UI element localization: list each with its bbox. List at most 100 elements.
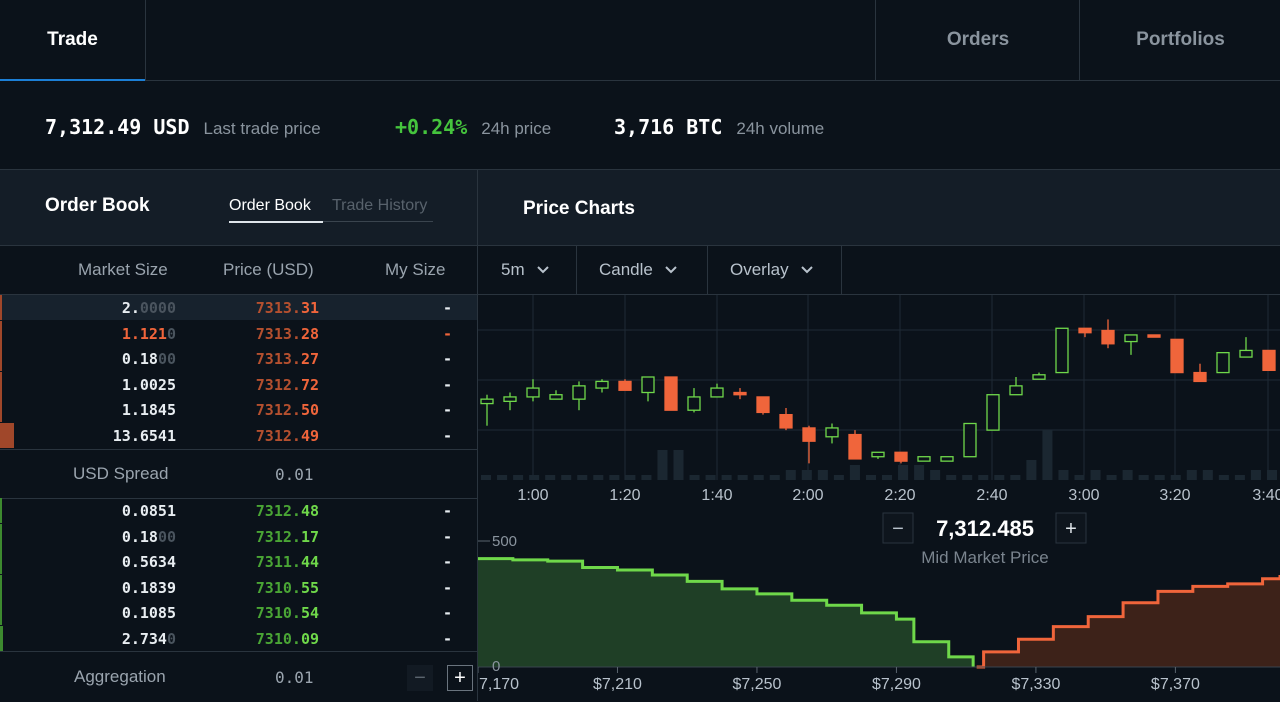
bid-row[interactable]: 0.1085 7310.54 - xyxy=(0,600,477,625)
bid-row[interactable]: 0.5634 7311.44 - xyxy=(0,549,477,574)
col-market-size: Market Size xyxy=(78,260,168,279)
volume-label: 24h volume xyxy=(736,119,825,138)
time-tick-label: 1:40 xyxy=(701,487,732,504)
volume-bar xyxy=(994,475,1005,480)
x-tick-label: $7,290 xyxy=(872,676,921,693)
order-size-value: 1.121 xyxy=(121,324,167,343)
aggregation-increase-button[interactable]: + xyxy=(447,665,473,691)
mid-price-increase-button[interactable] xyxy=(1055,512,1087,544)
mid-price-decrease-button[interactable] xyxy=(882,512,914,544)
volume-bar xyxy=(1042,430,1053,480)
order-price: 7312.49 xyxy=(256,427,319,445)
order-price-integer: 7310. xyxy=(255,604,301,622)
overlay-dropdown-label: Overlay xyxy=(730,260,789,279)
depth-chart[interactable]: 500 07,170 $7,210 $7,250 $7,290 $7,330 $7,370 −… xyxy=(478,511,1280,701)
candle-up xyxy=(1124,334,1138,343)
candle-up xyxy=(710,387,724,398)
volume-bar xyxy=(1154,475,1165,480)
ask-row[interactable]: 2.0000 7313.31 - xyxy=(0,295,477,320)
volume-bar xyxy=(865,475,876,480)
order-price-integer: 7313. xyxy=(255,350,301,368)
volume-bar xyxy=(593,475,604,480)
tab-orders-label: Orders xyxy=(946,29,1010,50)
order-size-trailing-zeros: 0 xyxy=(166,629,176,648)
spread-value: 0.01 xyxy=(275,465,314,484)
order-size-trailing-zeros: 00 xyxy=(157,350,176,368)
order-size: 1.0025 xyxy=(122,376,176,394)
aggregation-decrease-button[interactable]: − xyxy=(407,665,433,691)
volume-bar xyxy=(673,450,684,480)
order-size: 0.5634 xyxy=(122,553,176,571)
bid-row[interactable]: 0.1839 7310.55 - xyxy=(0,574,477,600)
x-tick-label: $7,330 xyxy=(1011,676,1060,693)
candle-down xyxy=(756,396,770,414)
chart-type-dropdown[interactable]: Candle xyxy=(577,246,708,294)
order-size-value: 2. xyxy=(121,299,140,317)
tab-trade[interactable]: Trade xyxy=(0,0,146,81)
candle-up xyxy=(1055,327,1069,374)
interval-dropdown[interactable]: 5m xyxy=(478,246,577,294)
ask-row[interactable]: 0.1800 7313.27 - xyxy=(0,346,477,371)
minus-icon: − xyxy=(892,518,904,540)
volume-bar xyxy=(721,475,732,480)
ask-row[interactable]: 1.0025 7312.72 - xyxy=(0,371,477,397)
order-size-value: 1.1845 xyxy=(121,401,176,419)
candlestick-chart[interactable]: 1:00 1:20 1:40 2:00 2:20 2:40 3:00 3:20 3:40 xyxy=(478,295,1280,510)
my-size: - xyxy=(443,578,453,597)
ask-row[interactable]: 1.1210 7313.28 - xyxy=(0,320,477,346)
order-price: 7312.50 xyxy=(256,401,319,419)
tab-portfolios[interactable]: Portfolios xyxy=(1079,0,1280,80)
ask-row[interactable]: 1.1845 7312.50 - xyxy=(0,397,477,422)
candle-up xyxy=(503,396,517,403)
candle-down xyxy=(618,380,632,391)
bid-depth-bar xyxy=(0,600,2,625)
tab-trade-history[interactable]: Trade History xyxy=(323,197,433,222)
price-charts-title: Price Charts xyxy=(523,198,635,219)
aggregation-value: 0.01 xyxy=(275,668,314,687)
order-size-value: 2.734 xyxy=(121,629,167,648)
order-price-decimal: 48 xyxy=(300,502,319,520)
volume-bar xyxy=(1250,470,1261,480)
volume-bar xyxy=(1186,470,1197,480)
asks-depth-area xyxy=(976,575,1280,667)
tab-order-book[interactable]: Order Book xyxy=(229,197,323,223)
volume-bar xyxy=(705,475,716,480)
my-size: - xyxy=(443,553,453,571)
bid-row[interactable]: 0.0851 7312.48 - xyxy=(0,498,477,523)
order-size: 0.1839 xyxy=(122,579,176,597)
volume-bar xyxy=(1234,475,1245,480)
order-price-decimal: 54 xyxy=(300,604,319,622)
volume-bar xyxy=(545,475,556,480)
order-price: 7312.48 xyxy=(256,502,319,520)
tab-orders[interactable]: Orders xyxy=(875,0,1080,80)
order-price: 7310.09 xyxy=(256,630,319,648)
order-price-integer: 7312. xyxy=(255,401,301,419)
time-tick-label: 2:20 xyxy=(884,487,915,504)
volume-bar xyxy=(609,475,620,480)
order-price-integer: 7313. xyxy=(255,324,301,343)
bid-row[interactable]: 0.1800 7312.17 - xyxy=(0,523,477,549)
order-size: 0.1800 xyxy=(122,528,176,546)
order-price-decimal: 31 xyxy=(300,299,319,317)
order-price: 7313.31 xyxy=(256,299,319,317)
ask-depth-bar xyxy=(0,295,2,320)
candle-up xyxy=(480,398,494,405)
volume-bar xyxy=(817,470,828,480)
candle-up xyxy=(871,451,885,458)
bids-depth-line xyxy=(478,557,975,667)
volume-bar xyxy=(1170,475,1181,480)
order-price: 7312.72 xyxy=(256,376,319,394)
my-size: - xyxy=(443,375,453,394)
volume-bar xyxy=(561,475,572,480)
overlay-dropdown[interactable]: Overlay xyxy=(708,246,842,294)
ask-row[interactable]: 13.6541 7312.49 - xyxy=(0,422,477,448)
bid-row[interactable]: 2.7340 7310.09 - xyxy=(0,625,477,651)
price-change-stat: +0.24% 24h price xyxy=(395,115,551,139)
plus-icon: + xyxy=(1065,518,1077,540)
my-size: - xyxy=(443,350,453,368)
my-size: - xyxy=(443,299,453,317)
volume-bar xyxy=(930,470,941,480)
volume-bar xyxy=(1266,470,1277,480)
price-charts-header: Price Charts xyxy=(478,170,1280,246)
order-price-integer: 7310. xyxy=(255,629,301,648)
